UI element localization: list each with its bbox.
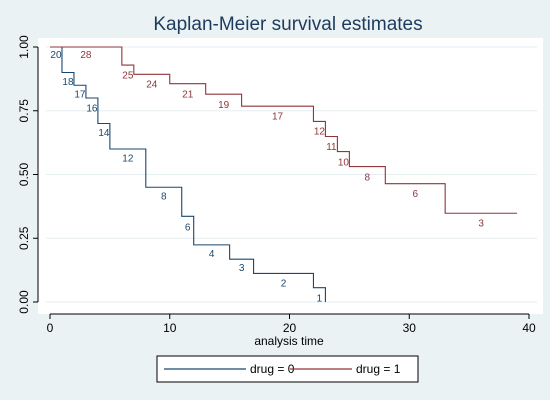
at-risk-label-drug-1-3: 21 [182, 90, 194, 101]
x-tick-label-0: 0 [47, 321, 54, 335]
x-tick-label-2: 20 [283, 321, 297, 335]
at-risk-label-drug-1-8: 10 [338, 157, 350, 168]
at-risk-label-drug-1-10: 6 [412, 189, 418, 200]
x-tick-label-4: 40 [522, 321, 536, 335]
at-risk-label-drug-0-6: 8 [161, 192, 167, 203]
at-risk-label-drug-0-9: 3 [239, 263, 245, 274]
x-tick-label-3: 30 [403, 321, 417, 335]
x-tick-label-1: 10 [163, 321, 177, 335]
at-risk-label-drug-1-11: 3 [478, 218, 484, 229]
at-risk-label-drug-0-4: 14 [98, 128, 110, 139]
at-risk-label-drug-0-8: 4 [209, 249, 215, 260]
plot-area [38, 38, 543, 314]
chart-title: Kaplan-Meier survival estimates [153, 14, 422, 35]
at-risk-label-drug-1-1: 25 [122, 71, 134, 82]
y-tick-label-4: 1.00 [17, 35, 31, 59]
y-tick-label-0: 0.00 [17, 290, 31, 314]
at-risk-label-drug-0-5: 12 [122, 153, 134, 164]
at-risk-label-drug-1-9: 8 [365, 173, 371, 184]
at-risk-label-drug-0-10: 2 [281, 278, 287, 289]
y-tick-label-2: 0.50 [17, 162, 31, 186]
axes: 0.00 0.25 0.50 0.75 1.00 0 10 20 30 40 [17, 35, 536, 335]
legend-label-drug-1: drug = 1 [356, 362, 401, 376]
at-risk-label-drug-1-7: 11 [326, 142, 337, 153]
at-risk-label-drug-1-2: 24 [146, 79, 158, 90]
y-tick-label-3: 0.75 [17, 99, 31, 123]
gridlines [46, 46, 537, 303]
at-risk-label-drug-1-4: 19 [218, 100, 230, 111]
series-line-drug-0 [50, 46, 326, 302]
legend: drug = 0 drug = 1 [156, 355, 419, 383]
at-risk-label-drug-0-2: 17 [74, 90, 86, 101]
legend-label-drug-0: drug = 0 [250, 362, 295, 376]
at-risk-label-drug-0-1: 18 [62, 77, 74, 88]
at-risk-label-drug-0-0: 20 [50, 50, 62, 61]
at-risk-label-drug-1-6: 12 [314, 127, 326, 138]
x-axis-title: analysis time [254, 334, 324, 348]
at-risk-label-drug-1-5: 17 [272, 111, 284, 122]
survival-curves [50, 46, 518, 302]
at-risk-label-drug-0-7: 6 [185, 222, 191, 233]
at-risk-label-drug-0-11: 1 [317, 294, 323, 305]
at-risk-label-drug-1-0: 28 [80, 50, 92, 61]
at-risk-label-drug-0-3: 16 [86, 104, 98, 115]
y-tick-label-1: 0.25 [17, 226, 31, 250]
series-line-drug-1 [50, 46, 518, 214]
